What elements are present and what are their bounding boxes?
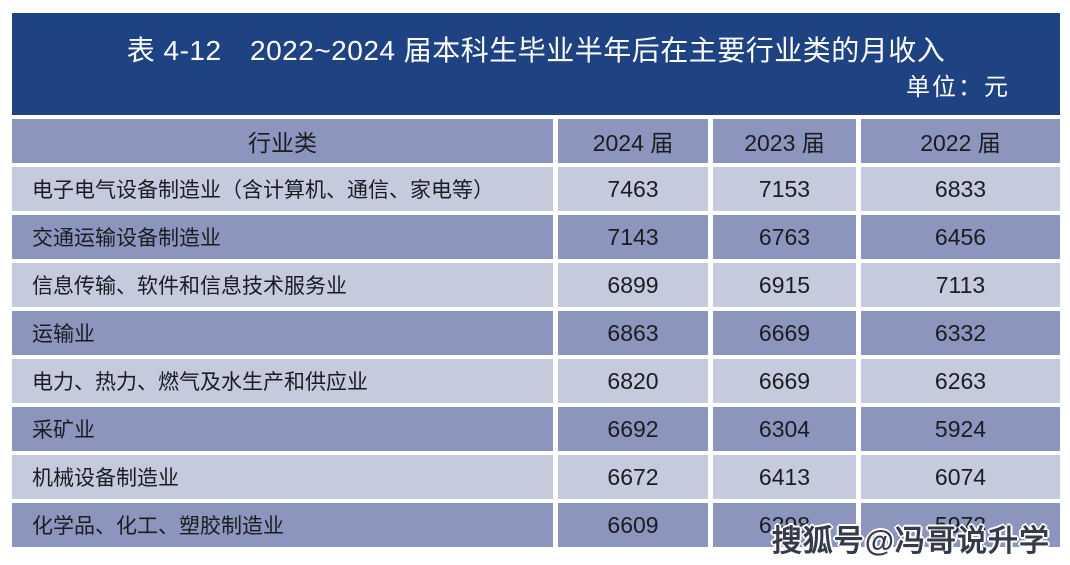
value-2024: 6863	[558, 311, 708, 355]
value-2023: 7153	[713, 167, 856, 211]
value-2022: 6263	[861, 359, 1060, 403]
unit-label: 单位：元	[906, 74, 1010, 101]
value-2023: 6669	[713, 359, 856, 403]
column-header-2024: 2024 届	[558, 119, 708, 163]
value-2023: 6413	[713, 455, 856, 499]
value-2022: 5924	[861, 407, 1060, 451]
industry-name: 电子电气设备制造业（含计算机、通信、家电等）	[12, 167, 553, 211]
value-2024: 6672	[558, 455, 708, 499]
value-2024: 6609	[558, 503, 708, 547]
watermark: 搜狐号@冯哥说升学	[771, 525, 1050, 558]
value-2022: 6074	[861, 455, 1060, 499]
value-2024: 7463	[558, 167, 708, 211]
value-2024: 6692	[558, 407, 708, 451]
income-table: 行业类 2024 届 2023 届 2022 届 电子电气设备制造业（含计算机、…	[12, 119, 1060, 547]
value-2024: 7143	[558, 215, 708, 259]
industry-name: 电力、热力、燃气及水生产和供应业	[12, 359, 553, 403]
column-header-2022: 2022 届	[861, 119, 1060, 163]
value-2023: 6915	[713, 263, 856, 307]
value-2023: 6763	[713, 215, 856, 259]
column-header-2023: 2023 届	[713, 119, 856, 163]
value-2024: 6820	[558, 359, 708, 403]
value-2022: 7113	[861, 263, 1060, 307]
value-2022: 5973	[861, 503, 1060, 547]
industry-name: 运输业	[12, 311, 553, 355]
value-2023: 6398	[713, 503, 856, 547]
value-2023: 6669	[713, 311, 856, 355]
value-2024: 6899	[558, 263, 708, 307]
title-band: 表 4-12 2022~2024 届本科生毕业半年后在主要行业类的月收入 单位：…	[12, 13, 1060, 115]
industry-name: 信息传输、软件和信息技术服务业	[12, 263, 553, 307]
industry-name: 化学品、化工、塑胶制造业	[12, 503, 553, 547]
value-2022: 6332	[861, 311, 1060, 355]
value-2022: 6833	[861, 167, 1060, 211]
industry-name: 采矿业	[12, 407, 553, 451]
industry-name: 交通运输设备制造业	[12, 215, 553, 259]
value-2023: 6304	[713, 407, 856, 451]
industry-name: 机械设备制造业	[12, 455, 553, 499]
table-title: 表 4-12 2022~2024 届本科生毕业半年后在主要行业类的月收入	[126, 35, 946, 66]
value-2022: 6456	[861, 215, 1060, 259]
column-header-industry: 行业类	[12, 119, 553, 163]
